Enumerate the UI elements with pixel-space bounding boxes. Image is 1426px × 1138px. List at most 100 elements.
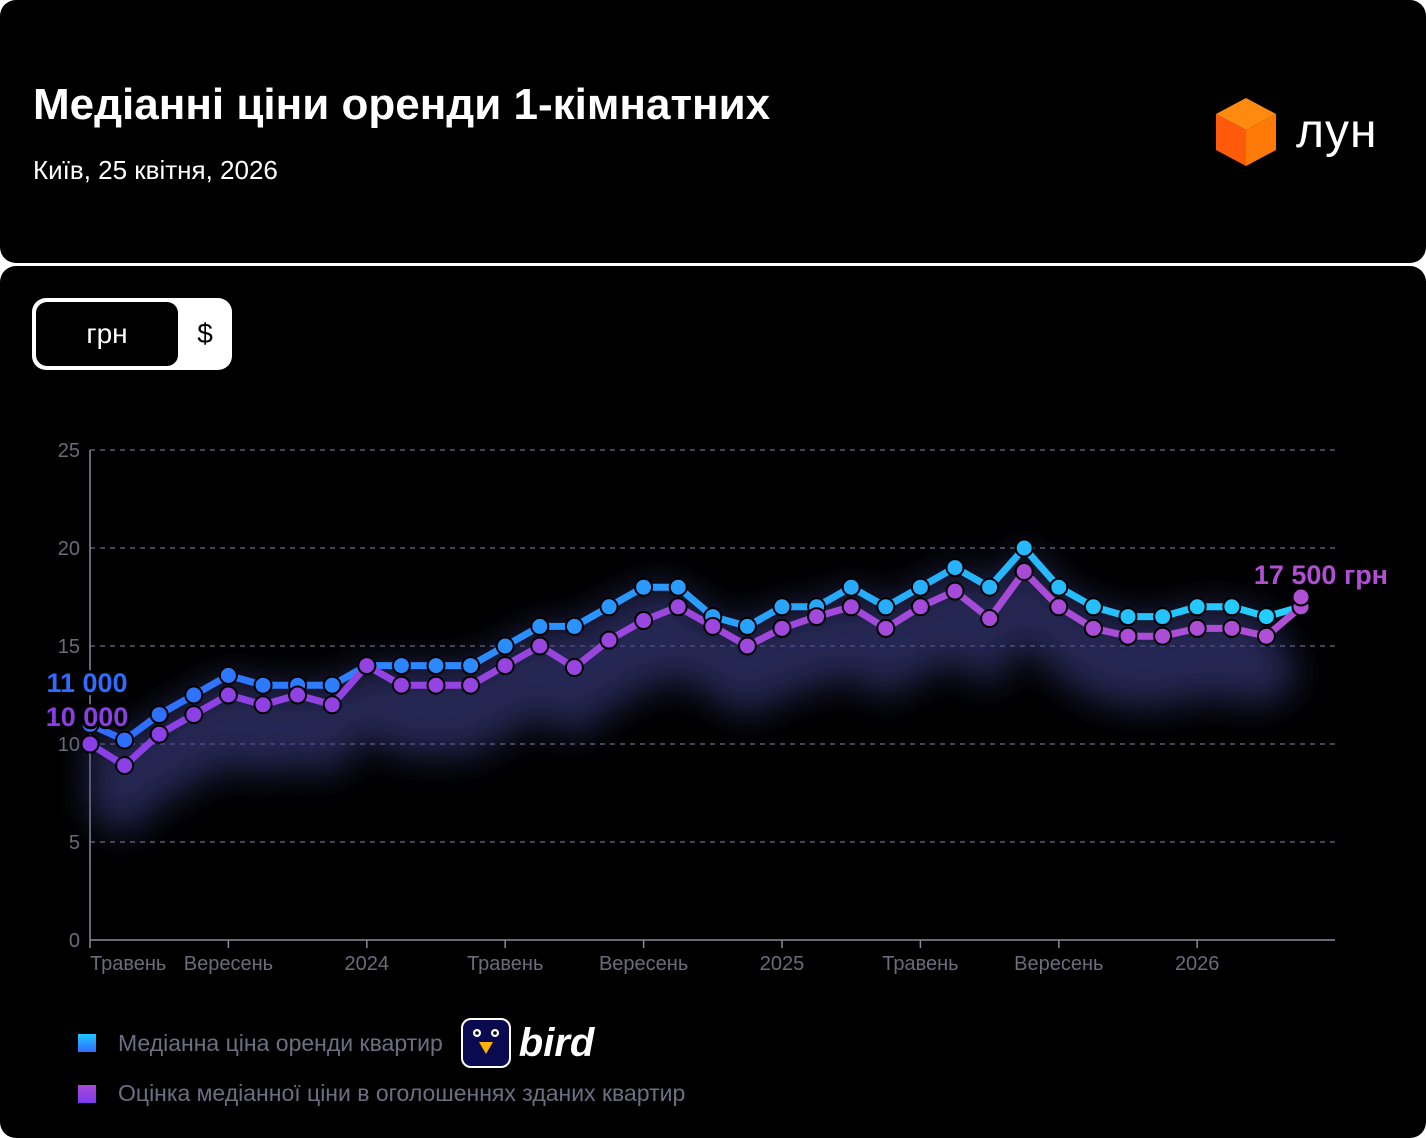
series-0-point bbox=[1118, 607, 1138, 627]
series-0-point bbox=[1187, 597, 1207, 617]
series-0-point bbox=[564, 616, 584, 636]
series-1-point bbox=[564, 658, 584, 678]
series-0-point bbox=[1083, 597, 1103, 617]
start-label-blue: 11 000 bbox=[46, 668, 127, 698]
y-tick-label: 20 bbox=[58, 538, 80, 560]
y-tick-label: 0 bbox=[69, 930, 80, 952]
series-0-point bbox=[218, 665, 238, 685]
series-0-point bbox=[945, 558, 965, 578]
series-1-point bbox=[218, 685, 238, 705]
currency-option-usd[interactable]: $ bbox=[197, 318, 213, 349]
series-0-point bbox=[910, 577, 930, 597]
page-subtitle: Київ, 25 квітня, 2026 bbox=[33, 155, 278, 185]
series-1-point bbox=[461, 675, 481, 695]
cube-icon bbox=[1216, 98, 1276, 166]
series-1-point bbox=[876, 618, 896, 638]
end-label-purple: 17 500 грн bbox=[1254, 560, 1388, 590]
legend-swatch-blue bbox=[78, 1034, 96, 1052]
series-0-point bbox=[1049, 577, 1069, 597]
bird-logo: bird bbox=[460, 1018, 595, 1068]
series-1-point bbox=[1014, 562, 1034, 582]
y-tick-label: 25 bbox=[58, 440, 80, 462]
series-0-point bbox=[668, 577, 688, 597]
series-0-point bbox=[80, 714, 100, 734]
start-label-purple: 10 000 bbox=[46, 702, 129, 732]
legend-label: Оцінка медіанної ціни в оголошеннях здан… bbox=[118, 1080, 686, 1106]
series-0-point bbox=[1014, 538, 1034, 558]
series-1-point bbox=[634, 611, 654, 631]
series-0-point bbox=[1222, 597, 1242, 617]
series-1-point bbox=[1222, 618, 1242, 638]
series-0-point bbox=[980, 577, 1000, 597]
bird-text: bird bbox=[518, 1020, 595, 1065]
x-tick-label: Вересень bbox=[599, 953, 688, 975]
series-1-point bbox=[1049, 597, 1069, 617]
x-tick-label: Травень bbox=[467, 953, 543, 975]
page-title: Медіанні ціни оренди 1-кімнатних bbox=[33, 80, 771, 129]
series-1-point bbox=[668, 597, 688, 617]
series-1-point bbox=[80, 734, 100, 754]
header-card: Медіанні ціни оренди 1-кімнатних Київ, 2… bbox=[0, 0, 1426, 263]
series-1-point bbox=[530, 636, 550, 656]
series-1-point bbox=[495, 656, 515, 676]
x-tick-label: 2025 bbox=[760, 953, 805, 975]
x-tick-label: Вересень bbox=[1014, 953, 1103, 975]
x-tick-label: Вересень bbox=[184, 953, 273, 975]
series-0-point bbox=[149, 705, 169, 725]
forecast-point bbox=[1291, 587, 1311, 607]
series-0-point bbox=[634, 577, 654, 597]
series-0-point bbox=[253, 675, 273, 695]
y-tick-label: 10 bbox=[58, 734, 80, 756]
series-1-point bbox=[322, 695, 342, 715]
legend-item-estimate: Оцінка медіанної ціни в оголошеннях здан… bbox=[78, 1080, 685, 1107]
series-0-point bbox=[1153, 607, 1173, 627]
series-1-point bbox=[599, 630, 619, 650]
series-0-point bbox=[841, 577, 861, 597]
y-tick-label: 5 bbox=[69, 832, 80, 854]
series-1-point bbox=[703, 616, 723, 636]
series-1-point bbox=[1256, 626, 1276, 646]
series-0-point bbox=[184, 685, 204, 705]
y-tick-label: 15 bbox=[58, 636, 80, 658]
x-tick-label: Травень bbox=[90, 953, 166, 975]
series-0-point bbox=[495, 636, 515, 656]
bird-icon bbox=[460, 1018, 511, 1068]
legend-item-median: Медіанна ціна оренди квартир bird bbox=[78, 1018, 594, 1068]
series-0-point bbox=[115, 730, 135, 750]
series-1-point bbox=[807, 607, 827, 627]
lun-logo: лун bbox=[1214, 96, 1378, 166]
x-tick-label: Травень bbox=[882, 953, 958, 975]
series-1-point bbox=[184, 705, 204, 725]
x-tick-label: 2024 bbox=[345, 953, 390, 975]
series-0-point bbox=[772, 597, 792, 617]
series-1-point bbox=[737, 636, 757, 656]
series-1-point bbox=[910, 597, 930, 617]
series-1-point bbox=[253, 695, 273, 715]
series-1-point bbox=[391, 675, 411, 695]
series-1-point bbox=[288, 685, 308, 705]
series-1-point bbox=[1083, 618, 1103, 638]
series-0-point bbox=[1256, 607, 1276, 627]
series-0-point bbox=[391, 656, 411, 676]
legend-label: Медіанна ціна оренди квартир bbox=[118, 1029, 443, 1056]
series-1-point bbox=[115, 756, 135, 776]
series-1-point bbox=[1118, 626, 1138, 646]
chart-glow bbox=[90, 548, 1301, 836]
series-1-point bbox=[149, 724, 169, 744]
x-tick-label: 2026 bbox=[1175, 953, 1220, 975]
series-0-point bbox=[322, 675, 342, 695]
series-1-point bbox=[357, 656, 377, 676]
series-1-point bbox=[841, 597, 861, 617]
legend-swatch-purple bbox=[78, 1084, 96, 1103]
series-0-point bbox=[461, 656, 481, 676]
series-0-point bbox=[426, 656, 446, 676]
series-0-point bbox=[599, 597, 619, 617]
series-0-point bbox=[876, 597, 896, 617]
logo-text: лун bbox=[1296, 104, 1378, 158]
series-0-point bbox=[737, 616, 757, 636]
currency-option-uah[interactable]: грн bbox=[36, 302, 178, 366]
series-1-point bbox=[1153, 626, 1173, 646]
series-1-point bbox=[980, 609, 1000, 629]
series-1-point bbox=[426, 675, 446, 695]
